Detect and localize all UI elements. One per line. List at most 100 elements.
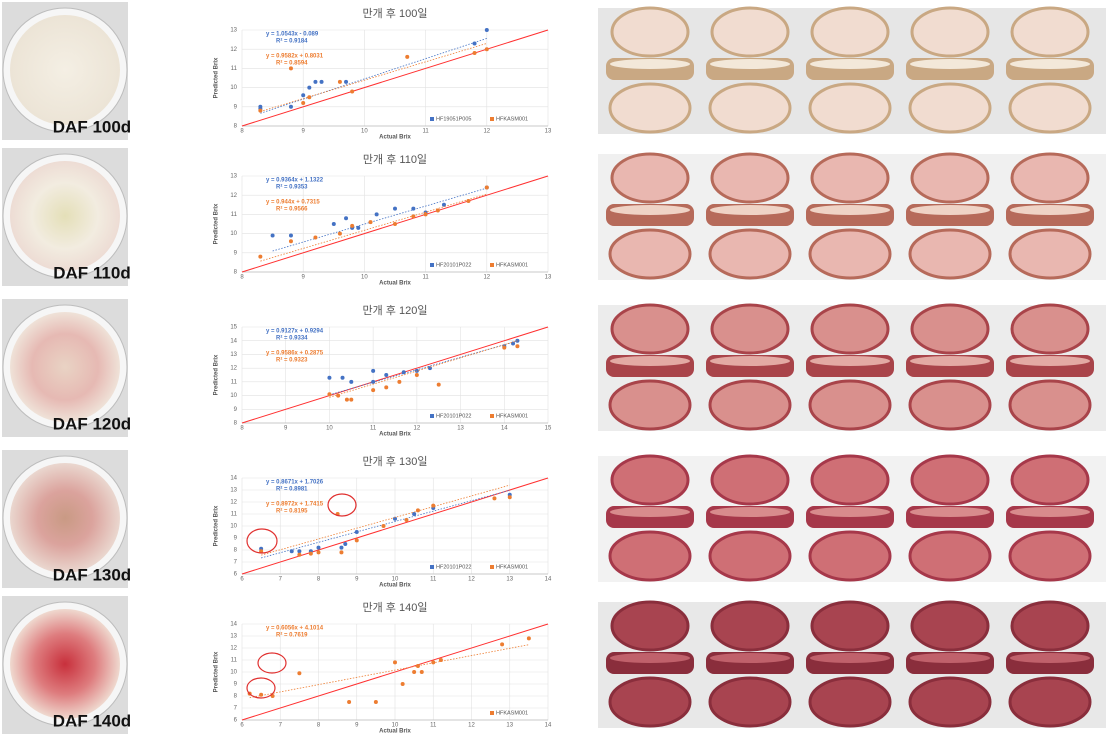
peach-top [712,8,788,56]
data-point [393,222,397,226]
x-tick-label: 9 [302,129,306,135]
peach-bottom [1010,381,1090,429]
data-point [356,226,360,230]
y-tick-label: 7 [234,706,238,712]
legend-label: HF20101P022 [436,262,471,268]
chart-title: 만개 후 140일 [363,600,428,614]
x-tick-label: 8 [240,275,244,281]
data-point [320,80,324,84]
data-point [371,388,375,392]
peach-slice-face [710,507,790,517]
data-point [384,373,388,377]
data-point [327,392,331,396]
data-point [355,530,359,534]
peach-slice-face [610,356,690,366]
data-point [290,549,294,553]
y-tick-label: 12 [230,646,237,652]
chart-title: 만개 후 130일 [363,454,428,468]
equation-label: y = 0.6056x + 4.1014 [266,626,324,632]
peach-top [812,602,888,650]
y-tick-label: 9 [234,536,238,542]
data-point [338,80,342,84]
legend-swatch [430,565,434,569]
peach-bottom [910,84,990,132]
data-point [384,385,388,389]
x-tick-label: 8 [240,129,244,135]
peach-bottom [1010,532,1090,580]
peach-bottom [810,678,890,726]
x-tick-label: 7 [279,577,283,583]
data-point [289,234,293,238]
data-point [343,542,347,546]
peach-slice-face [710,356,790,366]
x-tick-label: 13 [545,129,552,135]
data-point [411,214,415,218]
data-point [350,89,354,93]
x-tick-label: 10 [392,577,399,583]
legend-label: HFKASM001 [496,116,528,122]
peach-bottom [710,381,790,429]
x-tick-label: 10 [326,426,333,432]
data-point [393,660,397,664]
equation-label: y = 0.8671x + 1.7026 [266,480,324,486]
peach-bottom [1010,84,1090,132]
peach-bottom [810,381,890,429]
y-tick-label: 6 [234,718,238,724]
data-point [339,546,343,550]
figure: DAF 100dDAF 110dDAF 120dDAF 130dDAF 140d… [0,0,1106,734]
legend-swatch [490,711,494,715]
peach-bottom [610,532,690,580]
data-point [401,682,405,686]
y-tick-label: 10 [230,524,237,530]
data-point [424,212,428,216]
data-point [297,671,301,675]
r2-label: R² = 0.8195 [276,508,308,515]
peach-top [612,305,688,353]
peach-bottom [710,230,790,278]
y-axis-label: Predicted Brix [214,203,220,244]
peach-bottom [810,230,890,278]
y-tick-label: 11 [231,66,238,72]
data-point [369,220,373,224]
x-tick-label: 14 [545,577,552,583]
x-tick-label: 12 [483,275,490,281]
data-point [307,86,311,90]
x-tick-label: 10 [361,275,368,281]
data-point [502,346,506,350]
data-point [349,380,353,384]
data-point [347,700,351,704]
x-tick-label: 6 [240,723,244,729]
peach-slice-face [810,507,890,517]
data-point [355,538,359,542]
x-tick-label: 14 [545,723,552,729]
peach-top [812,8,888,56]
y-tick-label: 12 [230,47,237,53]
x-tick-label: 11 [430,723,437,729]
peach-bottom [710,678,790,726]
highlight-circle [328,494,356,516]
y-tick-label: 12 [230,366,237,372]
peach-bottom [910,678,990,726]
peach-bottom [710,84,790,132]
peach-top [612,456,688,504]
data-point [297,549,301,553]
data-point [500,642,504,646]
trend-line [250,645,529,698]
data-point [397,380,401,384]
data-point [404,518,408,522]
dish-flesh [10,15,120,125]
highlight-circle [258,653,286,673]
data-point [313,80,317,84]
data-point [349,398,353,402]
y-tick-label: 12 [230,500,237,506]
y-tick-label: 13 [230,28,237,34]
x-tick-label: 10 [392,723,399,729]
peach-top [912,305,988,353]
r2-label: R² = 0.9184 [276,38,308,45]
x-tick-label: 9 [302,275,306,281]
peach-slice-face [910,356,990,366]
y-tick-label: 11 [231,379,238,385]
peach-bottom [610,230,690,278]
peach-slice-face [810,356,890,366]
peach-slice-face [610,653,690,663]
